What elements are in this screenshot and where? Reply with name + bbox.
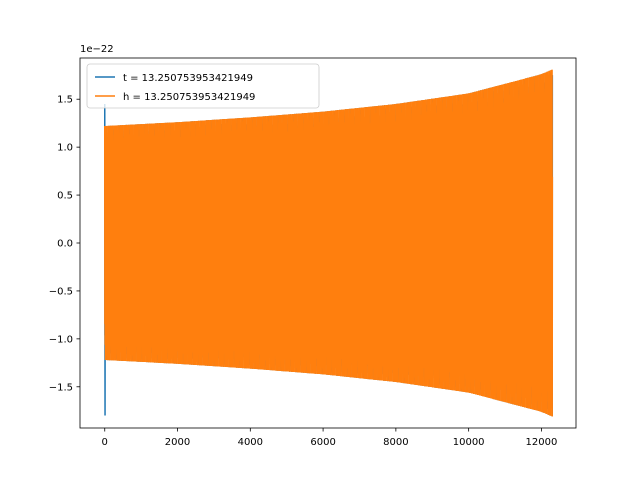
y-offset-label: 1e−22 xyxy=(80,44,114,55)
y-tick-label-6: 1.5 xyxy=(57,95,73,106)
y-tick-label-5: 1.0 xyxy=(57,143,73,154)
x-axis: 0 2000 4000 6000 8000 10000 12000 xyxy=(102,428,558,448)
x-tick-label-3: 6000 xyxy=(310,437,335,448)
legend-label-1: h = 13.250753953421949 xyxy=(123,92,255,103)
legend: t = 13.250753953421949 h = 13.25075395342… xyxy=(86,63,320,109)
y-tick-label-2: −0.5 xyxy=(49,286,73,297)
y-tick-label-1: −1.0 xyxy=(49,334,73,345)
legend-box xyxy=(86,63,320,109)
y-tick-label-0: −1.5 xyxy=(49,382,73,393)
x-tick-label-0: 0 xyxy=(102,437,108,448)
x-tick-label-6: 12000 xyxy=(526,437,558,448)
plot-area xyxy=(104,69,554,417)
y-tick-label-3: 0.0 xyxy=(57,239,73,250)
x-tick-label-4: 8000 xyxy=(383,437,408,448)
legend-label-0: t = 13.250753953421949 xyxy=(123,73,253,84)
x-tick-label-2: 4000 xyxy=(238,437,263,448)
y-axis: −1.5 −1.0 −0.5 0.0 0.5 1.0 1.5 xyxy=(49,95,80,393)
y-tick-label-4: 0.5 xyxy=(57,191,73,202)
x-tick-label-5: 10000 xyxy=(453,437,485,448)
x-tick-label-1: 2000 xyxy=(165,437,190,448)
series-fill-1 xyxy=(104,69,553,417)
